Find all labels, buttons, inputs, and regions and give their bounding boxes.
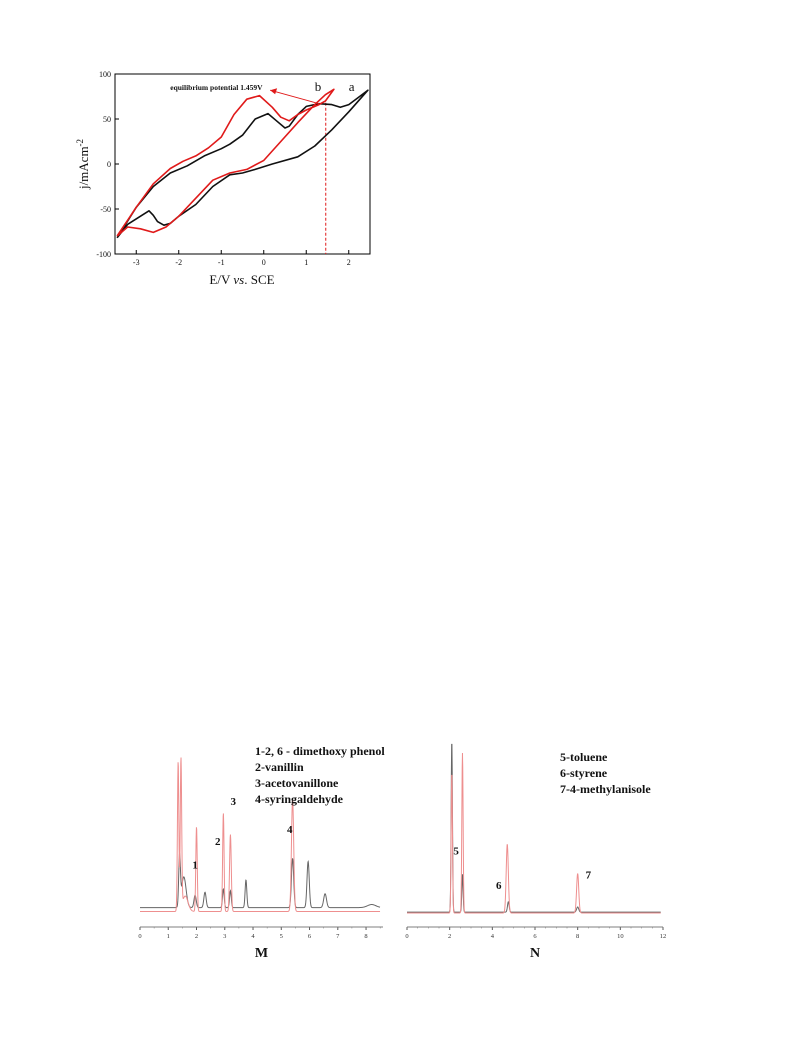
x-tick-label: 1 bbox=[167, 933, 170, 940]
x-tick-label: 10 bbox=[617, 933, 624, 940]
x-tick-label: 8 bbox=[576, 933, 579, 940]
chromatogram-trace-red bbox=[140, 757, 381, 912]
series-label-b: b bbox=[315, 79, 322, 94]
cv-series-b bbox=[116, 88, 335, 237]
cyclic-voltammetry-chart: -3 -2 -1 0 1 2 -100 -50 0 50 100 equilibrium poten… bbox=[75, 70, 371, 287]
x-tick-label: -2 bbox=[175, 258, 182, 267]
x-axis-label-part: . SCE bbox=[244, 272, 274, 287]
y-tick-label: 50 bbox=[103, 115, 111, 124]
legend-entry: 2-vanillin bbox=[255, 760, 304, 774]
chromatogram-trace-red bbox=[407, 753, 661, 914]
x-tick-label: 3 bbox=[223, 933, 226, 940]
legend-entry: 5-toluene bbox=[560, 750, 608, 764]
legend-entry: 4-syringaldehyde bbox=[255, 792, 344, 806]
x-tick-label: 12 bbox=[660, 933, 667, 940]
peak-label-7: 7 bbox=[586, 870, 592, 882]
x-tick-label: 7 bbox=[336, 933, 340, 940]
x-tick-label: 2 bbox=[195, 933, 198, 940]
panel-label: N bbox=[530, 946, 540, 961]
y-axis-label: j/mAcm-2 bbox=[75, 139, 91, 190]
legend-entry: 6-styrene bbox=[560, 766, 608, 780]
x-tick-label: 6 bbox=[308, 933, 312, 940]
legend-entry: 7-4-methylanisole bbox=[560, 782, 651, 796]
y-tick-label: -50 bbox=[100, 205, 111, 214]
peak-label-4: 4 bbox=[287, 824, 293, 836]
x-tick-label: 0 bbox=[405, 933, 408, 940]
peak-label-6: 6 bbox=[496, 880, 502, 892]
peak-label-2: 2 bbox=[215, 836, 221, 848]
chromatogram-trace-gray bbox=[407, 743, 661, 913]
x-tick-label: 1 bbox=[304, 258, 308, 267]
legend-entry: 3-acetovanillone bbox=[255, 776, 339, 790]
annotation-arrowhead bbox=[270, 88, 278, 95]
annotation-arrow bbox=[269, 89, 320, 105]
y-tick-label: 100 bbox=[99, 70, 111, 79]
cv-series bbox=[116, 88, 369, 239]
x-tick-label: -1 bbox=[218, 258, 225, 267]
annotation-label: equilibrium potential 1.459V bbox=[170, 83, 263, 92]
chromatogram-trace-gray bbox=[140, 852, 381, 909]
x-tick-label: 8 bbox=[364, 933, 367, 940]
x-tick-label: 4 bbox=[251, 933, 255, 940]
x-tick-label: 0 bbox=[262, 258, 266, 267]
panel-label: M bbox=[255, 946, 268, 961]
axis-ticks: -3 -2 -1 0 1 2 -100 -50 0 50 100 bbox=[96, 70, 350, 267]
legend-entry: 1-2, 6 - dimethoxy phenol bbox=[255, 744, 385, 758]
x-tick-label: 2 bbox=[448, 933, 451, 940]
x-tick-label: 0 bbox=[138, 933, 141, 940]
x-axis-label-part: E/V bbox=[209, 272, 233, 287]
x-tick-label: 6 bbox=[533, 933, 537, 940]
peak-label-5: 5 bbox=[453, 846, 459, 858]
y-axis-label-base: j/mAcm bbox=[76, 146, 91, 190]
peak-label-3: 3 bbox=[230, 796, 236, 808]
peak-label-1: 1 bbox=[192, 859, 198, 871]
x-tick-label: 2 bbox=[347, 258, 351, 267]
cv-series-a bbox=[116, 89, 369, 239]
chromatogram-n: 0 2 4 6 8 10 12 5 6 7 5-toluene 6-styrene 7-4-methyl… bbox=[405, 743, 667, 961]
x-axis-label: E/V vs. SCE bbox=[209, 272, 274, 287]
plot-frame bbox=[114, 73, 371, 255]
y-axis-label-sup: -2 bbox=[75, 139, 85, 147]
x-tick-label: -3 bbox=[133, 258, 140, 267]
x-tick-label: 4 bbox=[491, 933, 495, 940]
x-axis-label-italic: vs bbox=[233, 272, 244, 287]
x-tick-label: 5 bbox=[280, 933, 283, 940]
chromatogram-m: 0 1 2 3 4 5 6 7 8 1 2 3 4 1-2, 6 - dimethoxy phenol 2-… bbox=[138, 744, 385, 961]
y-tick-label: 0 bbox=[107, 160, 111, 169]
y-tick-label: -100 bbox=[96, 250, 111, 259]
series-label-a: a bbox=[349, 79, 355, 94]
